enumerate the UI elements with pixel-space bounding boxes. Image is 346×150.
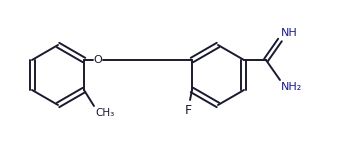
Text: F: F bbox=[184, 104, 192, 117]
Text: NH₂: NH₂ bbox=[281, 82, 302, 92]
Text: CH₃: CH₃ bbox=[95, 108, 114, 118]
Text: O: O bbox=[94, 55, 102, 65]
Text: NH: NH bbox=[281, 28, 298, 38]
